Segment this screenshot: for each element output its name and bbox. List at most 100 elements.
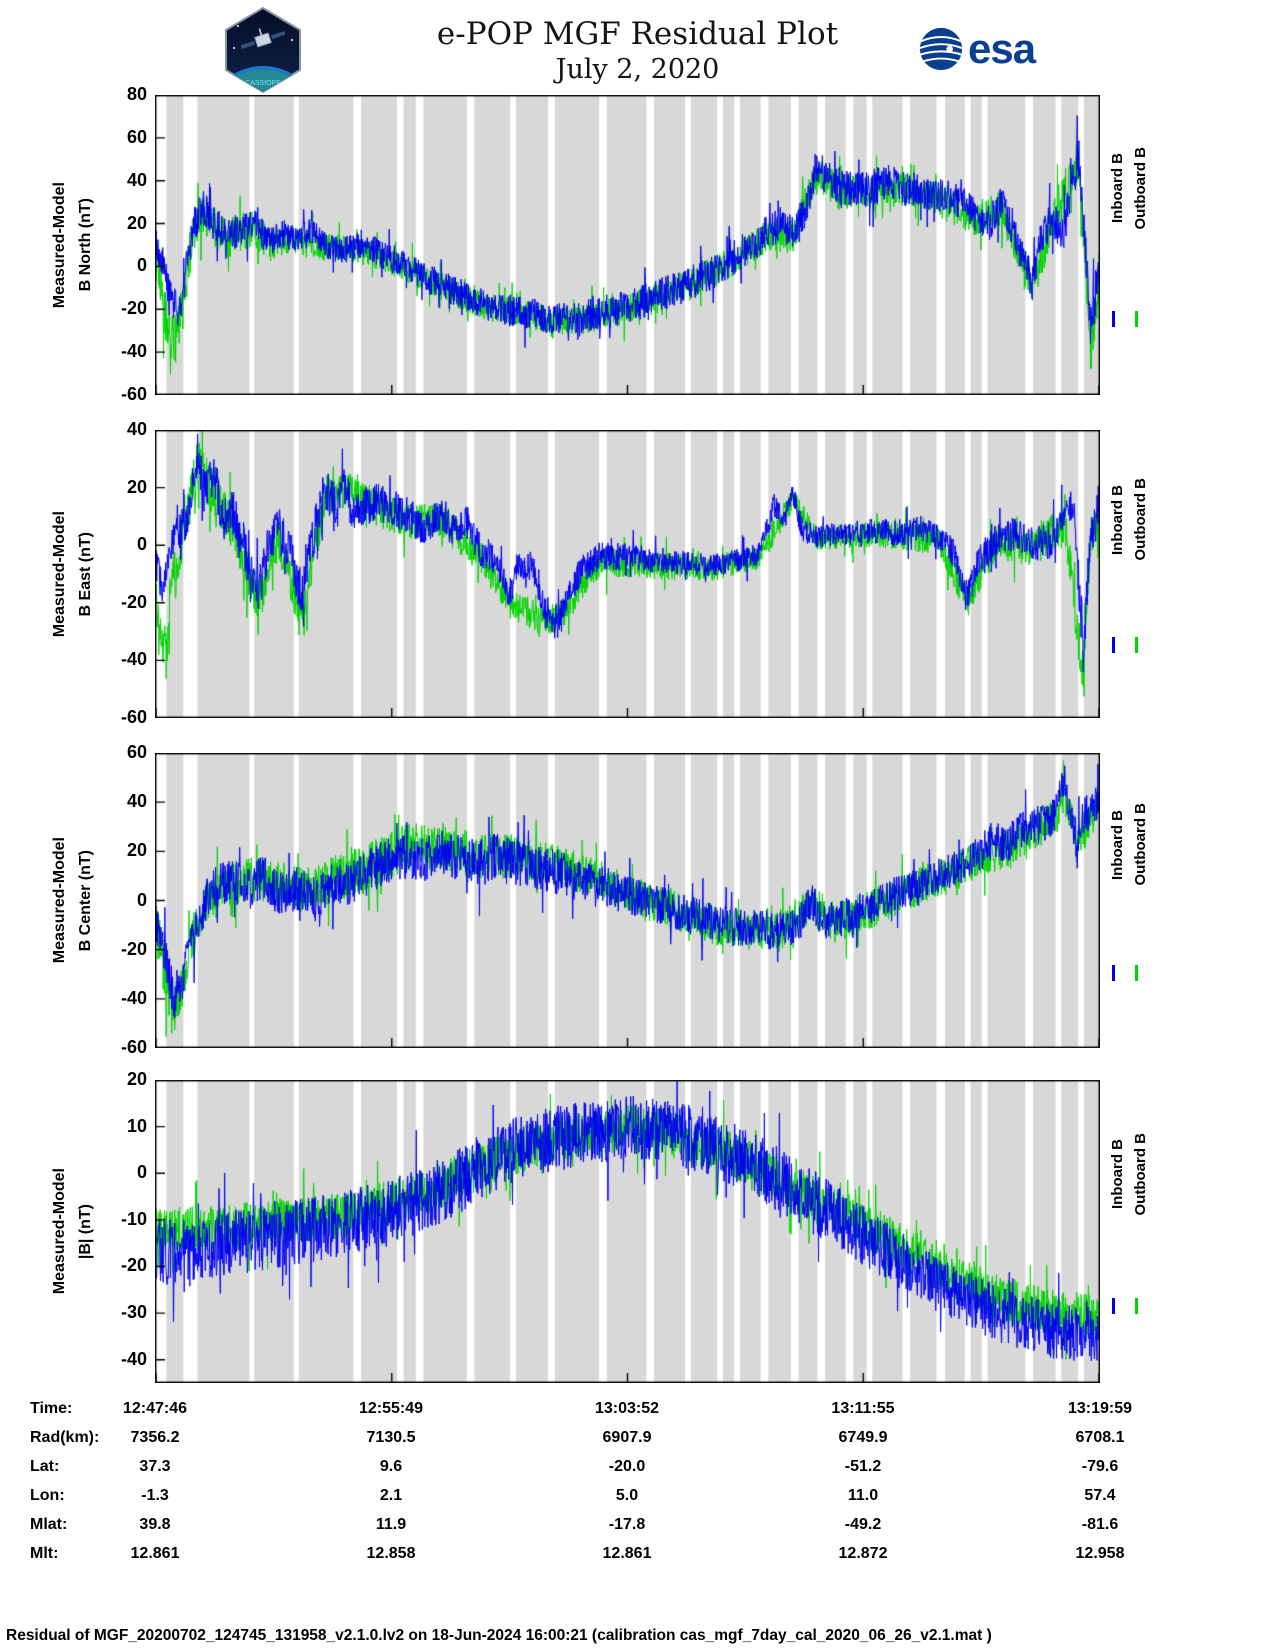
y-tick-label: 10	[126, 1115, 147, 1136]
y-tick-label: 0	[136, 255, 147, 276]
legend-label-outboard-b-mag: Outboard B	[1129, 1080, 1151, 1268]
y-axis-label-text: Measured-Model	[51, 1168, 68, 1295]
y-axis-label-text: Measured-Model	[51, 837, 68, 964]
table-cell: 2.1	[379, 1487, 403, 1504]
y-tick-label: 60	[126, 742, 147, 762]
inboard-legend-line-icon-b-east	[1112, 637, 1115, 653]
esa-wordmark: esa	[968, 25, 1036, 72]
table-cell: -81.6	[1081, 1516, 1119, 1533]
table-cell: 9.6	[379, 1458, 403, 1475]
footer-text: Residual of MGF_20200702_124745_131958_v…	[6, 1627, 992, 1644]
y-tick-label: -20	[120, 938, 147, 959]
y-axis-label-b-east-line2: B East (nT)	[74, 430, 98, 718]
table-cell: 12.861	[130, 1545, 180, 1562]
y-tick-label: 20	[126, 1069, 147, 1089]
y-tick-label: -60	[120, 1037, 147, 1057]
table-cell: 57.4	[1084, 1487, 1116, 1504]
table-cell: 12.861	[602, 1545, 652, 1562]
inboard-legend-line-icon-b-mag	[1112, 1298, 1115, 1314]
legend-label-outboard-text: Outboard B	[1131, 146, 1149, 230]
y-tick-label: 40	[126, 169, 147, 190]
y-axis-label-text: Measured-Model	[51, 510, 68, 638]
y-tick-label: -10	[120, 1208, 147, 1229]
page-date: July 2, 2020	[555, 54, 720, 85]
outboard-legend-line-icon-b-north	[1135, 311, 1138, 327]
y-axis-label-b-center-line2: B Center (nT)	[74, 753, 98, 1048]
y-tick-label: 40	[126, 419, 147, 439]
inboard-legend-line-icon-b-center	[1112, 965, 1115, 981]
plot-canvas-b-north	[155, 95, 1100, 395]
legend-label-inboard-b-east: Inboard B	[1106, 430, 1128, 609]
legend-label-inboard-text: Inboard B	[1108, 484, 1126, 555]
cassiope-logo-caption: CASSIOPE	[245, 80, 281, 87]
y-tick-label: -20	[120, 591, 147, 612]
table-cell: 12.958	[1075, 1545, 1125, 1562]
table-row-label: Time:	[30, 1400, 73, 1417]
legend-label-outboard-b-north: Outboard B	[1129, 95, 1151, 281]
y-axis-label-b-east-line1: Measured-Model	[48, 430, 72, 718]
table-row-label: Lat:	[30, 1458, 60, 1475]
plot-canvas-b-mag	[155, 1080, 1100, 1383]
legend-label-inboard-text: Inboard B	[1108, 1139, 1126, 1209]
y-tick-label: 0	[136, 889, 147, 910]
table-cell: -1.3	[141, 1487, 169, 1504]
table-row-label: Rad(km):	[30, 1429, 100, 1446]
y-axis-label-text: |B| (nT)	[77, 1203, 94, 1260]
inboard-legend-line-icon-b-north	[1112, 311, 1115, 327]
y-axis-label-text: B East (nT)	[77, 531, 94, 617]
table-cell: 11.0	[847, 1487, 879, 1504]
table-cell: 13:19:59	[1067, 1400, 1133, 1417]
table-cell: 6907.9	[602, 1429, 652, 1446]
legend-label-outboard-b-center: Outboard B	[1129, 753, 1151, 936]
legend-label-inboard-text: Inboard B	[1108, 809, 1126, 880]
y-tick-label: 20	[126, 476, 147, 497]
y-tick-label: -60	[120, 384, 147, 404]
y-tick-label: -20	[120, 298, 147, 319]
y-tick-label: 0	[136, 1162, 147, 1183]
table-cell: 12.872	[838, 1545, 888, 1562]
table-row-label: Lon:	[30, 1487, 65, 1504]
legend-label-inboard-b-center: Inboard B	[1106, 753, 1128, 936]
y-tick-label: -60	[120, 707, 147, 727]
table-cell: -79.6	[1081, 1458, 1119, 1475]
table-cell: -51.2	[844, 1458, 882, 1475]
cassiope-logo-icon: CASSIOPE	[225, 6, 301, 94]
table-row-label: Mlt:	[30, 1545, 59, 1562]
table-cell: 12.858	[366, 1545, 416, 1562]
table-cell: 7130.5	[366, 1429, 416, 1446]
esa-logo: esa	[918, 25, 1036, 72]
table-row-time: Time: 12:47:46 12:55:49 13:03:52 13:11:55 13:…	[0, 1400, 1275, 1424]
legend-label-inboard-text: Inboard B	[1108, 153, 1126, 223]
table-cell: 5.0	[615, 1487, 639, 1504]
y-tick-label: 80	[126, 84, 147, 104]
y-tick-label: -40	[120, 341, 147, 362]
page-title: e-POP MGF Residual Plot	[436, 16, 839, 52]
y-axis-label-b-center-line1: Measured-Model	[48, 753, 72, 1048]
legend-label-inboard-b-north: Inboard B	[1106, 95, 1128, 281]
table-row-mlt: Mlt: 12.861 12.858 12.861 12.872 12.958	[0, 1545, 1275, 1569]
esa-globe-icon	[919, 27, 963, 71]
plot-canvas-b-east	[155, 430, 1100, 718]
legend-label-inboard-b-mag: Inboard B	[1106, 1080, 1128, 1268]
y-axis-label-b-mag-line1: Measured-Model	[48, 1080, 72, 1383]
outboard-legend-line-icon-b-east	[1135, 637, 1138, 653]
table-row-lat: Lat: 37.3 9.6 -20.0 -51.2 -79.6	[0, 1458, 1275, 1482]
y-tick-label: -40	[120, 987, 147, 1008]
y-tick-label: 0	[136, 534, 147, 555]
table-cell: 6749.9	[838, 1429, 888, 1446]
table-cell: 11.9	[375, 1516, 407, 1533]
y-tick-label: 60	[126, 126, 147, 147]
legend-label-outboard-b-east: Outboard B	[1129, 430, 1151, 609]
table-cell: 13:11:55	[831, 1400, 895, 1417]
table-cell: 12:47:46	[122, 1400, 188, 1417]
y-tick-label: -40	[120, 649, 147, 670]
table-cell: 13:03:52	[594, 1400, 660, 1417]
table-row-radkm: Rad(km): 7356.2 7130.5 6907.9 6749.9 6708.1	[0, 1429, 1275, 1453]
y-tick-label: -20	[120, 1255, 147, 1276]
y-tick-label: 20	[126, 212, 147, 233]
y-tick-label: 40	[126, 791, 147, 812]
y-tick-label: 20	[126, 840, 147, 861]
table-cell: 7356.2	[130, 1429, 180, 1446]
y-axis-label-text: B Center (nT)	[77, 849, 94, 952]
y-axis-label-b-north-line2: B North (nT)	[74, 95, 98, 395]
